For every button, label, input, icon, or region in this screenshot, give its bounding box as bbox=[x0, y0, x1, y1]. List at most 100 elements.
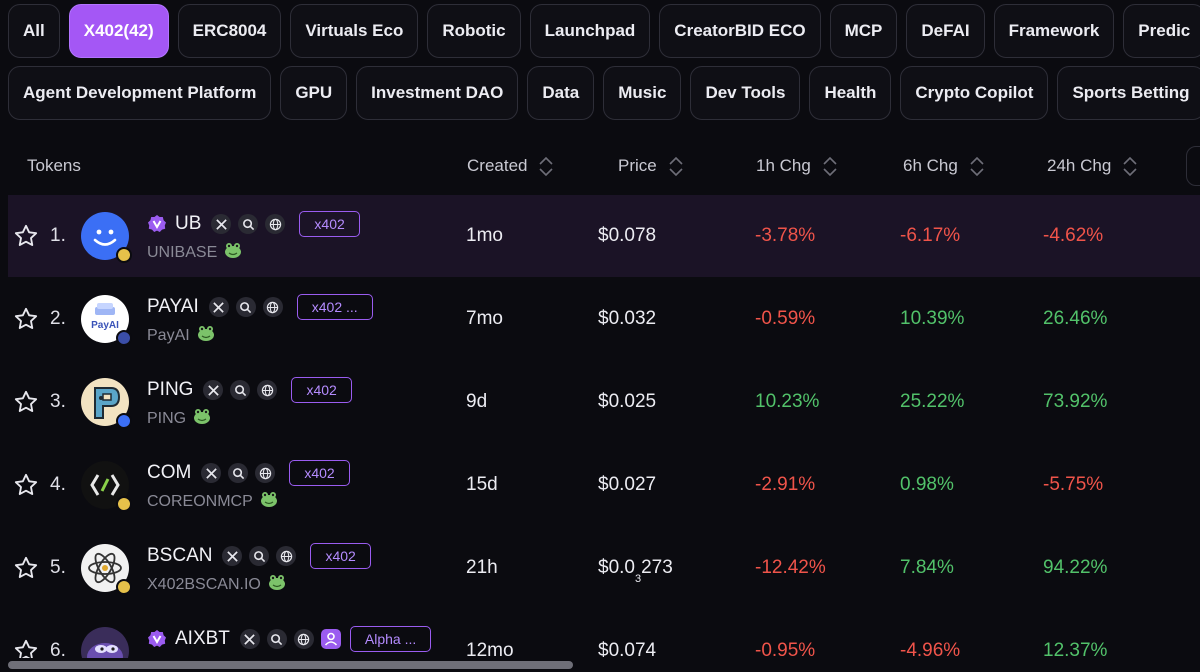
table-header: Tokens Created Price 1h Chg 6h Chg 24h C… bbox=[0, 140, 1200, 192]
table-row[interactable]: 5. BSCAN x402 X402BSCAN.IO 21h $0.03273 -12.42… bbox=[8, 527, 1200, 609]
profile-badge-icon[interactable] bbox=[320, 629, 341, 649]
category-tag[interactable]: x402 bbox=[299, 211, 360, 237]
globe-icon[interactable] bbox=[255, 463, 276, 483]
created-age: 9d bbox=[466, 391, 488, 412]
token-ticker[interactable]: PAYAI bbox=[147, 296, 199, 317]
table-row[interactable]: 4. COM x402 COREONMCP 15d $0.027 -2.91% 0.98% -5… bbox=[8, 444, 1200, 526]
price-zero-count: 3 bbox=[634, 572, 642, 585]
price-cell: $0.03273 bbox=[598, 557, 673, 585]
x-twitter-icon[interactable] bbox=[203, 380, 224, 400]
globe-icon[interactable] bbox=[265, 214, 286, 234]
created-age: 12mo bbox=[466, 640, 514, 661]
category-chip[interactable]: Investment DAO bbox=[356, 66, 519, 120]
token-ticker[interactable]: UB bbox=[175, 213, 202, 234]
category-chips-row-1: All X402(42) ERC8004 Virtuals Eco Robotic Lau… bbox=[8, 4, 1200, 58]
change-24h: -5.75% bbox=[1043, 474, 1104, 495]
token-ticker[interactable]: PING bbox=[147, 379, 194, 400]
change-6h: -6.17% bbox=[900, 225, 961, 246]
search-icon[interactable] bbox=[249, 546, 270, 566]
search-icon[interactable] bbox=[230, 380, 251, 400]
x-twitter-icon[interactable] bbox=[222, 546, 243, 566]
category-tag[interactable]: Alpha ... bbox=[349, 626, 432, 652]
token-full-name: COREONMCP bbox=[147, 492, 253, 510]
table-row[interactable]: 3. PING x402 PING 9d $0.025 10.23% 25.22% 73.92% bbox=[8, 361, 1200, 443]
verified-badge-icon bbox=[147, 629, 167, 649]
category-chip[interactable]: Music bbox=[603, 66, 682, 120]
token-logo[interactable]: PayAI bbox=[81, 295, 132, 346]
category-chip[interactable]: Dev Tools bbox=[690, 66, 801, 120]
globe-icon[interactable] bbox=[262, 297, 283, 317]
category-chip[interactable]: Sports Betting bbox=[1057, 66, 1200, 120]
favorite-star-icon[interactable] bbox=[13, 223, 39, 254]
price-prefix: $0.0 bbox=[598, 557, 635, 578]
frog-icon bbox=[196, 324, 216, 347]
chain-badge-icon bbox=[116, 330, 132, 346]
token-logo[interactable] bbox=[81, 544, 132, 595]
token-logo[interactable] bbox=[81, 212, 132, 263]
x-twitter-icon[interactable] bbox=[201, 463, 222, 483]
sort-price-button[interactable]: Price bbox=[618, 156, 683, 176]
search-icon[interactable] bbox=[235, 297, 256, 317]
favorite-star-icon[interactable] bbox=[13, 472, 39, 503]
sort-24h-change-button[interactable]: 24h Chg bbox=[1047, 156, 1137, 176]
header-created-label: Created bbox=[467, 156, 528, 175]
x-twitter-icon[interactable] bbox=[208, 297, 229, 317]
category-chip[interactable]: Predic bbox=[1123, 4, 1200, 58]
horizontal-scrollbar[interactable] bbox=[0, 658, 1200, 672]
category-tag[interactable]: x402 bbox=[291, 377, 352, 403]
sort-created-button[interactable]: Created bbox=[467, 156, 554, 176]
price-value: $0.027 bbox=[598, 474, 657, 495]
token-logo[interactable] bbox=[81, 461, 132, 512]
category-chip[interactable]: DeFAI bbox=[906, 4, 985, 58]
category-chip[interactable]: MCP bbox=[829, 4, 898, 58]
category-chip[interactable]: CreatorBID ECO bbox=[659, 4, 821, 58]
search-icon[interactable] bbox=[228, 463, 249, 483]
x-twitter-icon[interactable] bbox=[239, 629, 260, 649]
change-24h: -4.62% bbox=[1043, 225, 1104, 246]
price-value: $0.074 bbox=[598, 640, 657, 661]
category-chip[interactable]: Health bbox=[809, 66, 892, 120]
globe-icon[interactable] bbox=[293, 629, 314, 649]
token-name-line: UB x402 bbox=[147, 211, 360, 237]
frog-icon bbox=[223, 241, 243, 264]
category-chip[interactable]: Launchpad bbox=[529, 4, 651, 58]
category-chip[interactable]: All bbox=[8, 4, 60, 58]
favorite-star-icon[interactable] bbox=[13, 555, 39, 586]
category-tag[interactable]: x402 ... bbox=[296, 294, 373, 320]
category-chip[interactable]: Crypto Copilot bbox=[900, 66, 1049, 120]
category-chip[interactable]: ERC8004 bbox=[177, 4, 282, 58]
price-value: $0.032 bbox=[598, 308, 657, 329]
price-cell: $0.032 bbox=[598, 308, 656, 330]
category-chip[interactable]: Virtuals Eco bbox=[290, 4, 419, 58]
favorite-star-icon[interactable] bbox=[13, 306, 39, 337]
svg-text:PayAI: PayAI bbox=[91, 320, 119, 331]
globe-icon[interactable] bbox=[276, 546, 297, 566]
token-ticker[interactable]: BSCAN bbox=[147, 545, 213, 566]
category-chip[interactable]: Agent Development Platform bbox=[8, 66, 272, 120]
token-ticker[interactable]: COM bbox=[147, 462, 192, 483]
category-tag[interactable]: x402 bbox=[310, 543, 371, 569]
category-chip[interactable]: GPU bbox=[280, 66, 348, 120]
scrollbar-thumb[interactable] bbox=[8, 661, 573, 669]
favorite-star-icon[interactable] bbox=[13, 638, 39, 669]
favorite-star-icon[interactable] bbox=[13, 389, 39, 420]
sort-6h-change-button[interactable]: 6h Chg bbox=[903, 156, 984, 176]
category-tag[interactable]: x402 bbox=[289, 460, 350, 486]
table-row[interactable]: 1. UB x402 UNIBASE 1mo $0.078 -3.78% -6.17% -4.6… bbox=[8, 195, 1200, 277]
search-icon[interactable] bbox=[266, 629, 287, 649]
category-chip[interactable]: Data bbox=[527, 66, 595, 120]
token-logo[interactable] bbox=[81, 378, 132, 429]
category-chip[interactable]: Robotic bbox=[427, 4, 521, 58]
token-subname-line: PayAI bbox=[147, 324, 216, 347]
category-chip[interactable]: Framework bbox=[993, 4, 1115, 58]
category-chip[interactable]: X402(42) bbox=[68, 4, 169, 58]
sort-1h-change-button[interactable]: 1h Chg bbox=[756, 156, 837, 176]
x-twitter-icon[interactable] bbox=[211, 214, 232, 234]
globe-icon[interactable] bbox=[257, 380, 278, 400]
column-settings-button[interactable] bbox=[1186, 146, 1200, 186]
search-icon[interactable] bbox=[238, 214, 259, 234]
table-row[interactable]: 2. PayAI PAYAI x402 ... PayAI 7mo $0.032 -0.59%… bbox=[8, 278, 1200, 360]
token-ticker[interactable]: AIXBT bbox=[175, 628, 230, 649]
chain-badge-icon bbox=[116, 579, 132, 595]
